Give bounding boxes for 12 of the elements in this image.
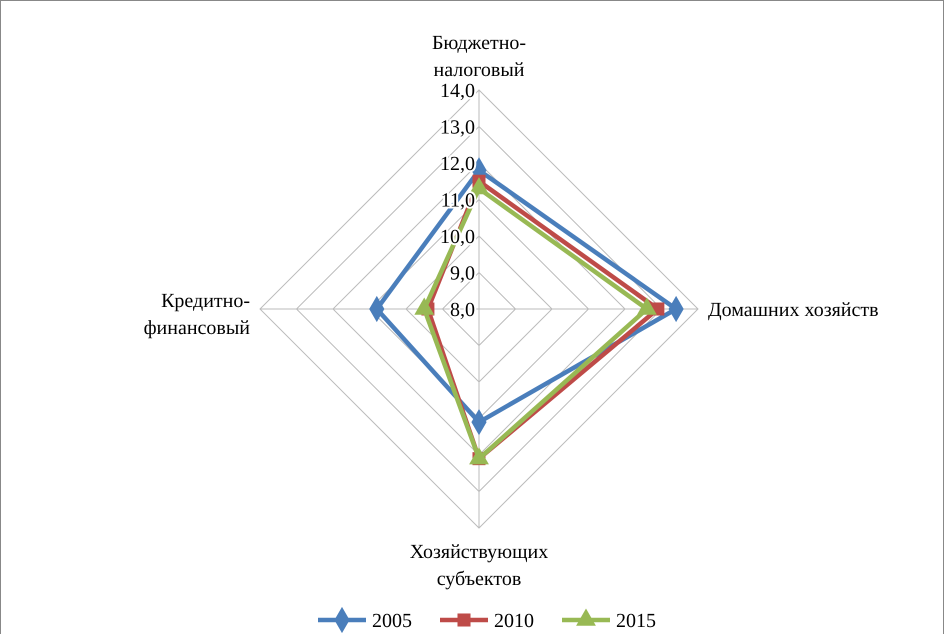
spoke-label: Кредитно-финансовый xyxy=(144,290,250,339)
y-tick-label: 8,0 xyxy=(450,299,475,321)
y-tick-label: 13,0 xyxy=(440,116,475,138)
y-tick-label: 9,0 xyxy=(450,262,475,284)
legend-label: 2015 xyxy=(616,610,656,632)
legend-label: 2005 xyxy=(372,610,412,632)
legend-label: 2010 xyxy=(494,610,534,632)
y-tick-label: 12,0 xyxy=(440,153,475,175)
y-tick-label: 14,0 xyxy=(440,80,475,102)
spoke-label: Хозяйствующих субъектов xyxy=(410,541,548,590)
spoke-label: Домашних хозяйств xyxy=(708,299,879,321)
spoke-label: Бюджетно-налоговый xyxy=(432,32,526,81)
